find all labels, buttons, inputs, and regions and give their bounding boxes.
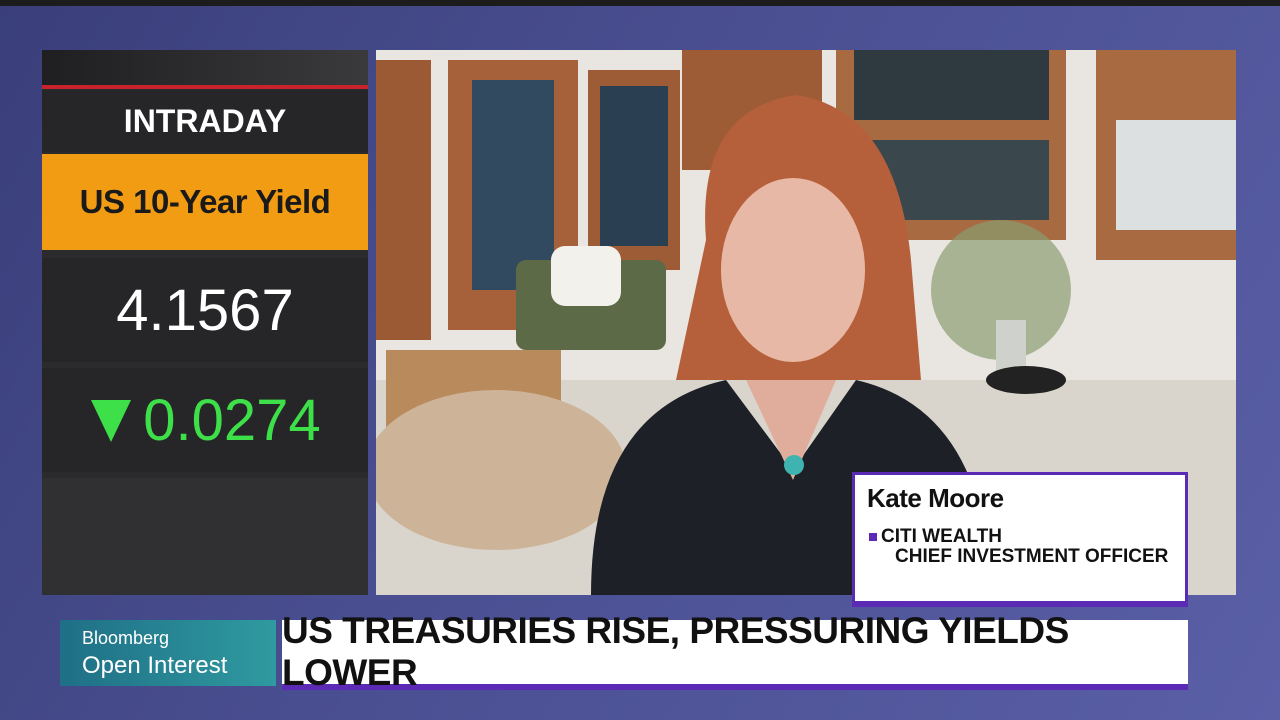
down-arrow	[91, 400, 132, 442]
instrument-name: US 10-Year Yield	[42, 154, 368, 250]
top-bar	[0, 0, 1280, 6]
yield-value: 4.1567	[42, 258, 368, 362]
name-tag: Kate Moore CITI WEALTH CHIEF INVESTMENT …	[852, 472, 1188, 607]
panel-blank	[42, 478, 368, 595]
guest-role: CHIEF INVESTMENT OFFICER	[895, 546, 1169, 567]
guest-affiliation: CITI WEALTH CHIEF INVESTMENT OFFICER	[881, 527, 1168, 567]
show-name: Open Interest	[82, 652, 228, 679]
show-brand: Bloomberg Open Interest	[60, 620, 276, 686]
panel-label: INTRADAY	[42, 90, 368, 152]
yield-change-row: 0.0274	[42, 368, 368, 472]
yield-change: 0.0274	[143, 387, 321, 453]
guest-name: Kate Moore	[867, 483, 1004, 513]
tag-bullet	[869, 533, 877, 541]
market-panel: INTRADAY US 10-Year Yield 4.1567 0.0274	[42, 50, 368, 595]
brand-name: Bloomberg	[82, 628, 170, 648]
headline: US TREASURIES RISE, PRESSURING YIELDS LO…	[282, 610, 1188, 693]
guest-organization: CITI WEALTH	[881, 526, 1003, 547]
panel-red-line	[42, 85, 368, 89]
panel-strip	[42, 50, 368, 86]
